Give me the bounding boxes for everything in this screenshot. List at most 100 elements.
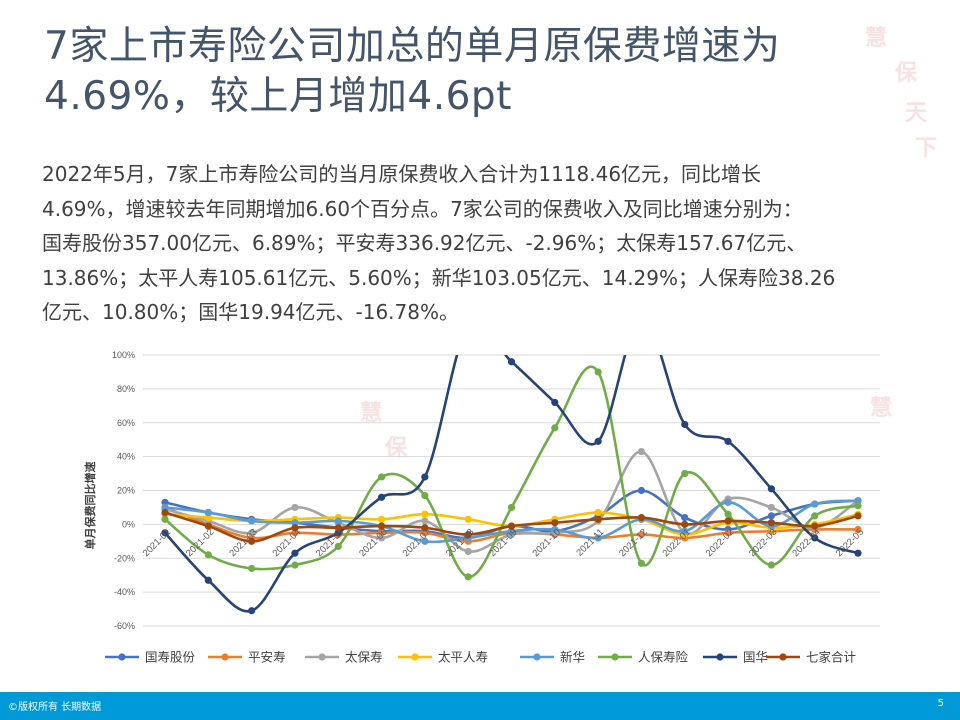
data-point — [637, 447, 646, 456]
legend-marker — [611, 653, 619, 661]
data-point — [421, 473, 429, 481]
y-axis-label: 单月保费同比增速 — [83, 462, 97, 550]
data-point — [161, 508, 169, 517]
y-tick-label: 100% — [112, 350, 135, 360]
data-point — [594, 534, 602, 542]
data-point — [291, 503, 299, 512]
watermark-char: 保 — [385, 436, 408, 461]
data-point — [377, 473, 386, 481]
data-point — [464, 530, 472, 539]
data-point — [421, 529, 429, 537]
data-point — [204, 522, 212, 530]
data-point — [248, 529, 256, 537]
data-point — [854, 512, 862, 520]
data-point — [854, 549, 862, 557]
data-point — [811, 534, 819, 542]
watermark-char: 慧 — [360, 401, 383, 426]
data-point — [291, 561, 299, 569]
data-point — [637, 514, 646, 522]
data-point — [681, 527, 689, 535]
data-point — [161, 503, 169, 512]
data-point — [161, 515, 169, 523]
data-point — [767, 519, 775, 527]
data-point — [767, 485, 775, 493]
legend-marker — [411, 653, 419, 661]
data-point — [291, 529, 299, 537]
legend-label: 七家合计 — [806, 650, 856, 665]
data-point — [334, 517, 342, 525]
data-point — [248, 537, 256, 545]
data-point — [291, 549, 299, 557]
x-tick-label: 2021-03 — [227, 527, 259, 559]
data-point — [681, 520, 689, 528]
y-tick-label: 20% — [117, 486, 135, 496]
data-point — [204, 551, 212, 559]
legend-marker — [779, 653, 787, 661]
data-point — [248, 564, 256, 573]
copyright-text: ©版权所有 长期数据 — [8, 702, 102, 713]
data-point — [767, 503, 775, 512]
paragraph-line: 国寿股份357.00亿元、6.89%；平安寿336.92亿元、-2.96%；太保… — [42, 231, 807, 255]
data-point — [637, 530, 646, 539]
y-tick-label: 40% — [117, 452, 135, 462]
watermark-char: 慧 — [865, 26, 888, 51]
data-point — [854, 525, 862, 534]
data-point — [811, 522, 819, 530]
data-point — [161, 529, 169, 537]
y-tick-label: 80% — [117, 384, 135, 394]
data-point — [724, 498, 732, 506]
watermark-char: 慧 — [870, 396, 893, 421]
legend-label: 太平人寿 — [438, 650, 488, 665]
data-point — [291, 524, 299, 532]
title-line-2: 4.69%，较上月增加4.6pt — [44, 74, 512, 119]
watermark-char: 保 — [895, 61, 918, 86]
legend-label: 人保寿险 — [638, 650, 689, 665]
data-point — [854, 497, 862, 505]
paragraph-line: 2022年5月，7家上市寿险公司的当月原保费收入合计为1118.46亿元，同比增… — [42, 162, 762, 186]
data-point — [377, 534, 386, 542]
y-tick-label: 0% — [122, 519, 135, 529]
data-point — [421, 524, 429, 532]
data-point — [507, 522, 516, 530]
data-point — [637, 486, 646, 495]
watermark-char: 天 — [905, 101, 928, 126]
data-point — [637, 559, 646, 567]
plot-area — [161, 355, 862, 615]
data-point — [248, 517, 256, 525]
paragraph-line: 13.86%；太平人寿105.61亿元、5.60%；新华103.05亿元、14.… — [42, 265, 836, 290]
watermark-char: 下 — [915, 136, 938, 161]
data-point — [681, 514, 689, 522]
data-point — [421, 491, 429, 500]
data-point — [811, 500, 819, 508]
data-point — [464, 573, 472, 581]
data-point — [204, 576, 212, 584]
data-point — [724, 437, 732, 445]
x-tick-label: 2021-01 — [141, 527, 173, 559]
data-point — [377, 493, 386, 501]
data-point — [377, 522, 386, 530]
series-line — [164, 450, 859, 553]
footer-bar: ©版权所有 长期数据 5 — [0, 692, 960, 720]
summary-paragraph: 2022年5月，7家上市寿险公司的当月原保费收入合计为1118.46亿元，同比增… — [42, 157, 922, 330]
data-point — [551, 398, 559, 407]
data-point — [724, 529, 732, 537]
series-line — [164, 355, 859, 613]
slide-title: 7家上市寿险公司加总的单月原保费增速为 4.69%，较上月增加4.6pt — [44, 22, 924, 122]
paragraph-line: 4.69%，增速较去年同期增加6.60个百分点。7家公司的保费收入及同比增速分别… — [42, 196, 803, 221]
page-number: 5 — [937, 698, 944, 709]
data-point — [377, 529, 386, 537]
data-point — [594, 368, 602, 376]
data-point — [594, 508, 602, 517]
data-point — [724, 517, 732, 525]
data-point — [421, 537, 429, 545]
legend-marker — [318, 653, 326, 661]
legend-marker — [118, 653, 126, 661]
data-point — [594, 437, 602, 445]
data-point — [551, 525, 559, 534]
legend-marker — [716, 653, 724, 661]
x-tick-label: 2021-12 — [617, 527, 649, 559]
paragraph-line: 亿元、10.80%；国华19.94亿元、-16.78%。 — [42, 300, 459, 324]
data-point — [551, 519, 559, 527]
legend-marker — [533, 653, 541, 661]
data-point — [334, 542, 342, 550]
